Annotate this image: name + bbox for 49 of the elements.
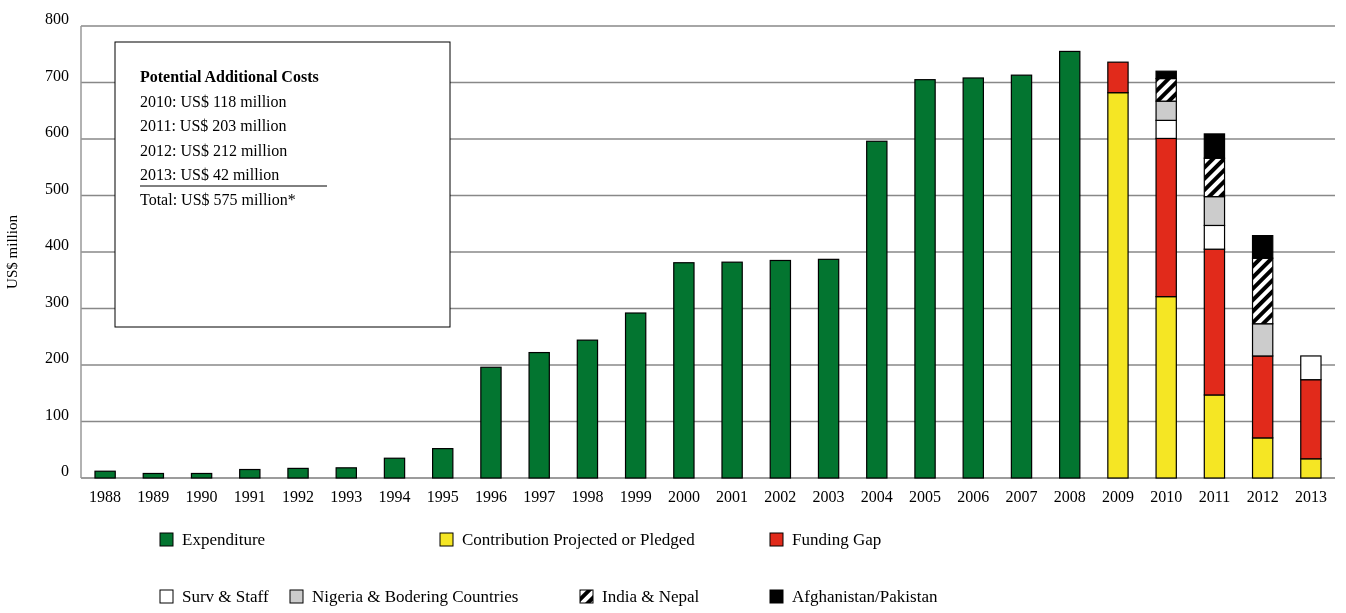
annotation: 2012: US$ 212 million: [140, 141, 288, 159]
x-tick-label: 2004: [860, 488, 893, 505]
x-tick-label: 1999: [619, 488, 652, 505]
y-tick-label: 0: [61, 462, 69, 479]
annotation: 2013: US$ 42 million: [140, 166, 280, 183]
x-tick-label: 2002: [764, 488, 797, 505]
annotation: 2010: US$ 118 million: [140, 92, 287, 110]
legend-label: Expenditure: [182, 530, 266, 549]
y-tick-label: 200: [45, 349, 69, 366]
x-tick-label: 1992: [282, 488, 315, 505]
x-tick-label: 2011: [1198, 488, 1231, 505]
y-tick-label: 800: [45, 10, 69, 27]
y-tick-label: 400: [45, 236, 69, 253]
x-tick-label: 2009: [1101, 488, 1134, 505]
y-axis-title: US$ million: [4, 214, 20, 289]
x-tick-label: 2010: [1150, 488, 1183, 505]
x-tick-label: 1988: [89, 488, 122, 505]
x-tick-label: 2000: [667, 488, 700, 505]
x-tick-label: 2013: [1294, 488, 1327, 505]
legend-label: Surv & Staff: [182, 587, 269, 606]
x-tick-label: 1991: [233, 488, 266, 505]
x-tick-label: 2006: [957, 488, 990, 505]
x-tick-label: 2005: [909, 488, 942, 505]
x-tick-label: 1998: [571, 488, 604, 505]
legend-label: Afghanistan/Pakistan: [792, 587, 938, 606]
x-tick-label: 1989: [137, 488, 170, 505]
x-tick-label: 1990: [185, 488, 218, 505]
y-tick-label: 100: [45, 405, 69, 423]
x-tick-label: 1994: [378, 488, 411, 505]
x-tick-label: 1995: [426, 488, 459, 505]
y-tick-label: 700: [45, 66, 69, 84]
x-tick-label: 2007: [1005, 488, 1038, 505]
x-tick-label: 2001: [716, 488, 749, 505]
x-tick-label: 2003: [812, 488, 845, 505]
annotation: 2011: US$ 203 million: [140, 117, 287, 134]
y-tick-label: 300: [45, 292, 69, 310]
y-tick-label: 600: [45, 123, 69, 140]
legend-label: Funding Gap: [792, 530, 882, 549]
x-tick-label: 2008: [1053, 488, 1086, 505]
legend-label: Contribution Projected or Pledged: [462, 530, 696, 549]
x-tick-label: 1996: [474, 488, 507, 505]
x-tick-label: 1993: [330, 488, 363, 505]
y-tick-label: 500: [45, 179, 69, 197]
annotation: Total: US$ 575 million*: [140, 190, 296, 208]
legend-label: India & Nepal: [602, 587, 700, 606]
x-tick-label: 1997: [523, 488, 556, 505]
legend-label: Nigeria & Bodering Countries: [312, 587, 519, 606]
annotation: Potential Additional Costs: [140, 68, 319, 85]
x-tick-label: 2012: [1246, 488, 1279, 505]
